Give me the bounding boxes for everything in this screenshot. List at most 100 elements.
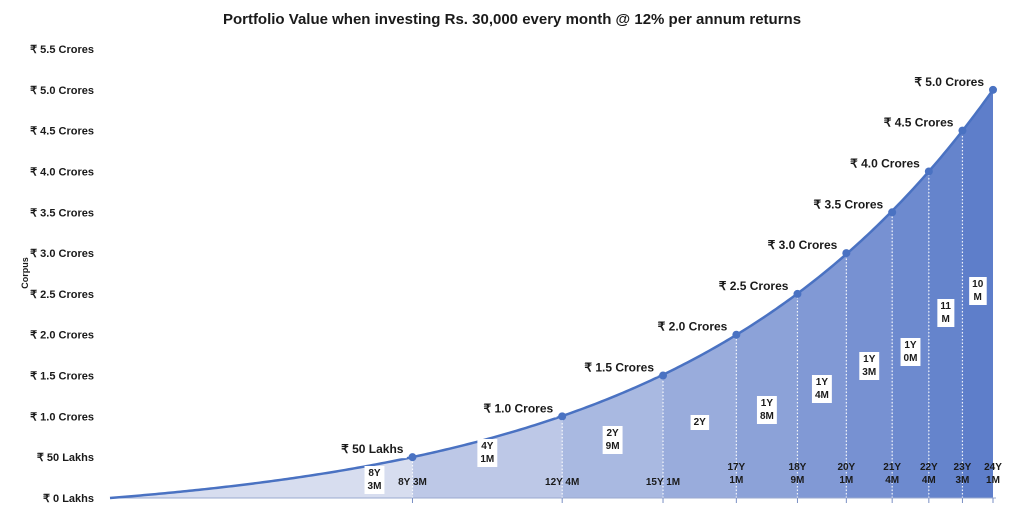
x-tick-label: 21Y (883, 462, 901, 473)
y-axis-title: Corpus (20, 257, 30, 289)
area-bands (110, 89, 993, 499)
y-tick-label: ₹ 1.5 Crores (30, 371, 94, 383)
y-tick-label: ₹ 3.0 Crores (30, 248, 94, 260)
x-tick-label: 1M (729, 475, 743, 486)
milestone-point (958, 126, 967, 135)
x-tick-label: 23Y (954, 462, 972, 473)
y-tick-label: ₹ 50 Lakhs (37, 452, 94, 464)
label-box (756, 396, 777, 424)
x-tick-label: 12Y 4M (545, 477, 579, 488)
milestone-point (793, 289, 802, 298)
value-annotation-text: ₹ 2.0 Crores (658, 320, 728, 334)
label-box (911, 72, 988, 91)
duration-label-text: 3M (862, 367, 876, 378)
label-box (937, 299, 955, 327)
chart-title: Portfolio Value when investing Rs. 30,00… (223, 11, 801, 28)
value-annotation: ₹ 50 Lakhs (338, 440, 407, 459)
value-annotation: ₹ 4.5 Crores (880, 113, 957, 132)
milestone-point (989, 85, 997, 94)
value-annotation: ₹ 2.5 Crores (715, 276, 792, 295)
milestone-point (888, 208, 897, 217)
area-band (736, 293, 798, 498)
value-annotation-text: ₹ 4.5 Crores (884, 116, 954, 130)
area-band (110, 457, 413, 498)
x-tick-label: 20Y (837, 462, 855, 473)
y-tick-label: ₹ 1.0 Crores (30, 411, 94, 423)
milestone-point (408, 453, 417, 462)
x-tick-label: 24Y (984, 462, 1002, 473)
y-tick-label: ₹ 5.0 Crores (30, 85, 94, 97)
duration-label-text: 10 (972, 279, 984, 290)
value-annotation: ₹ 1.5 Crores (581, 358, 658, 377)
milestone-labels: ₹ 50 Lakhs ₹ 1.0 Crores ₹ 1.5 Crores ₹ 2.0 … (338, 72, 988, 494)
milestone-point (732, 330, 741, 339)
duration-label-text: 1Y (761, 398, 774, 409)
duration-label-text: 1Y (816, 377, 829, 388)
duration-label: 10 M (969, 277, 987, 305)
label-box (847, 154, 924, 173)
duration-label-text: 8Y (368, 468, 381, 479)
x-tick-label: 4M (922, 475, 936, 486)
value-annotation: ₹ 4.0 Crores (847, 154, 924, 173)
y-tick-label: ₹ 2.5 Crores (30, 289, 94, 301)
duration-label-text: 2Y (606, 428, 619, 439)
duration-label-text: 4Y (481, 441, 494, 452)
duration-label-text: 1Y (904, 340, 917, 351)
duration-label-text: M (974, 292, 982, 303)
duration-label-text: 1Y (863, 354, 876, 365)
x-tick-label: 22Y (920, 462, 938, 473)
x-tick-label: 1M (986, 475, 1000, 486)
value-annotation-text: ₹ 3.0 Crores (768, 238, 838, 252)
label-box (654, 317, 731, 336)
value-annotation-text: ₹ 1.0 Crores (484, 401, 554, 415)
value-annotation-text: ₹ 5.0 Crores (914, 75, 984, 89)
x-axis: 8Y 3M 12Y 4M 15Y 1M 17Y 1M 18Y 9M 20Y 1M 21Y 4M 22Y… (110, 462, 1002, 503)
label-box (581, 358, 658, 377)
duration-label-text: 2Y (694, 417, 707, 428)
duration-label: 11 M (937, 299, 955, 327)
value-annotation: ₹ 5.0 Crores (911, 72, 988, 91)
duration-label-text: 0M (904, 353, 918, 364)
duration-label-text: 8M (760, 411, 774, 422)
y-tick-label: ₹ 0 Lakhs (43, 493, 94, 505)
series-line-layer (109, 85, 997, 500)
x-tick-label: 8Y 3M (398, 477, 427, 488)
x-tick-label: 18Y (789, 462, 807, 473)
label-box (338, 440, 407, 459)
value-annotation: ₹ 2.0 Crores (654, 317, 731, 336)
x-tick-label: 4M (885, 475, 899, 486)
value-annotation-text: ₹ 1.5 Crores (584, 361, 654, 375)
label-box (477, 439, 498, 467)
label-box (880, 113, 957, 132)
label-box (811, 375, 832, 403)
label-box (969, 277, 987, 305)
duration-label-text: 9M (606, 441, 620, 452)
y-tick-label: ₹ 4.5 Crores (30, 126, 94, 138)
duration-label-text: M (941, 314, 949, 325)
value-annotation-text: ₹ 3.5 Crores (814, 197, 884, 211)
label-box (480, 399, 557, 418)
label-box (690, 415, 710, 430)
y-tick-label: ₹ 2.0 Crores (30, 330, 94, 342)
milestone-point (842, 249, 851, 258)
duration-label-text: 3M (368, 481, 382, 492)
value-annotation-text: ₹ 50 Lakhs (341, 442, 404, 456)
x-tick-label: 1M (839, 475, 853, 486)
y-axis: ₹ 0 Lakhs ₹ 50 Lakhs ₹ 1.0 Crores ₹ 1.5 Cro… (30, 44, 94, 505)
milestone-point (659, 371, 668, 380)
y-tick-label: ₹ 3.5 Crores (30, 207, 94, 219)
duration-label-text: 1M (480, 454, 494, 465)
value-annotation-text: ₹ 2.5 Crores (719, 279, 789, 293)
x-tick-label: 17Y (727, 462, 745, 473)
y-tick-label: ₹ 4.0 Crores (30, 166, 94, 178)
label-box (764, 236, 841, 255)
label-box (364, 466, 385, 494)
value-annotation: ₹ 1.0 Crores (480, 399, 557, 418)
